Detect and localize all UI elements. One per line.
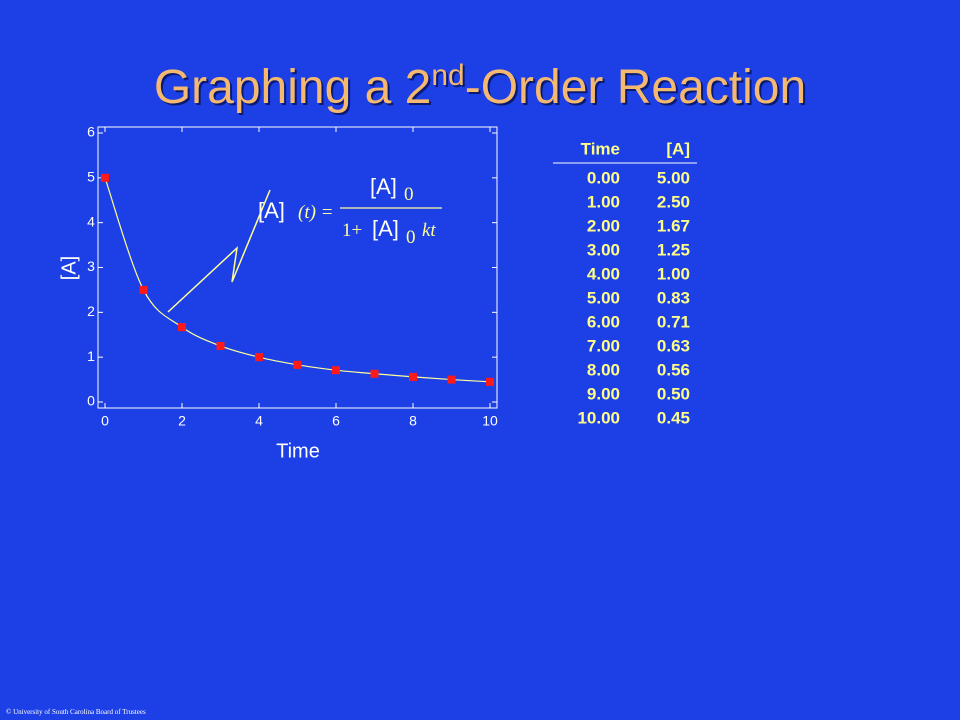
- data-point: [293, 360, 302, 369]
- data-point: [447, 375, 456, 384]
- x-tick-label: 10: [482, 413, 498, 429]
- data-point: [255, 353, 263, 362]
- data-point: [486, 377, 494, 386]
- equation-term: [A]: [370, 174, 397, 199]
- table-cell: 6.00: [587, 312, 620, 331]
- table-cell: 9.00: [587, 384, 620, 403]
- table-cell: 1.00: [587, 192, 620, 211]
- table-cell: 0.00: [587, 168, 620, 187]
- title-superscript: nd: [431, 59, 464, 92]
- table-cell: 4.00: [587, 264, 620, 283]
- table-cell: 0.83: [657, 288, 690, 307]
- footer: © University of South Carolina Board of …: [6, 708, 146, 716]
- equation-subscript: 0: [404, 184, 414, 205]
- x-tick-label: 0: [101, 413, 109, 429]
- equation-term: 1+: [342, 220, 362, 241]
- table-header: Time: [581, 139, 620, 158]
- y-axis-label: [A]: [58, 256, 80, 280]
- table-cell: 0.71: [657, 312, 690, 331]
- table-cell: 5.00: [657, 168, 690, 187]
- x-tick-label: 4: [255, 413, 263, 429]
- y-tick-label: 3: [87, 258, 95, 274]
- title-text: -Order Reaction: [465, 61, 806, 114]
- data-point: [370, 369, 379, 378]
- equation-term: kt: [422, 220, 436, 241]
- table-cell: 0.45: [657, 408, 690, 427]
- equation-subscript: 0: [406, 227, 416, 248]
- equation-term: [A]: [372, 216, 399, 241]
- table-cell: 8.00: [587, 360, 620, 379]
- callout-line: [167, 189, 271, 313]
- table-cell: 2.00: [587, 216, 620, 235]
- data-point: [139, 285, 148, 294]
- table-cell: 2.50: [657, 192, 690, 211]
- table-cell: 1.00: [657, 264, 690, 283]
- table-cell: 0.63: [657, 336, 690, 355]
- table-header: [A]: [666, 139, 690, 158]
- y-tick-label: 4: [87, 213, 95, 229]
- y-tick-label: 1: [87, 348, 95, 364]
- table-cell: 1.25: [657, 240, 690, 259]
- slide-title: Graphing a 2nd-Order Reaction: [154, 59, 806, 114]
- table-cell: 7.00: [587, 336, 620, 355]
- table-cell: 0.56: [657, 360, 690, 379]
- y-tick-label: 5: [87, 169, 95, 185]
- table-cell: 10.00: [577, 408, 620, 427]
- equation-term: (t) =: [298, 202, 334, 223]
- y-tick-label: 6: [87, 124, 95, 140]
- data-point: [332, 366, 340, 375]
- data-point: [216, 341, 225, 350]
- data-point: [101, 173, 109, 182]
- equation: [A] (t) = [A] 0 1+ [A] 0 kt: [258, 174, 442, 248]
- data-point: [409, 372, 417, 381]
- data-point: [178, 323, 186, 332]
- y-tick-label: 2: [87, 303, 95, 319]
- x-tick-label: 6: [332, 413, 340, 429]
- x-tick-label: 2: [178, 413, 186, 429]
- x-tick-label: 8: [409, 413, 417, 429]
- y-tick-label: 0: [87, 393, 95, 409]
- table-cell: 1.67: [657, 216, 690, 235]
- x-axis-label: Time: [276, 440, 320, 462]
- equation-term: [A]: [258, 198, 285, 223]
- table-cell: 3.00: [587, 240, 620, 259]
- table-cell: 5.00: [587, 288, 620, 307]
- table-cell: 0.50: [657, 384, 690, 403]
- title-text: Graphing a 2: [154, 61, 432, 114]
